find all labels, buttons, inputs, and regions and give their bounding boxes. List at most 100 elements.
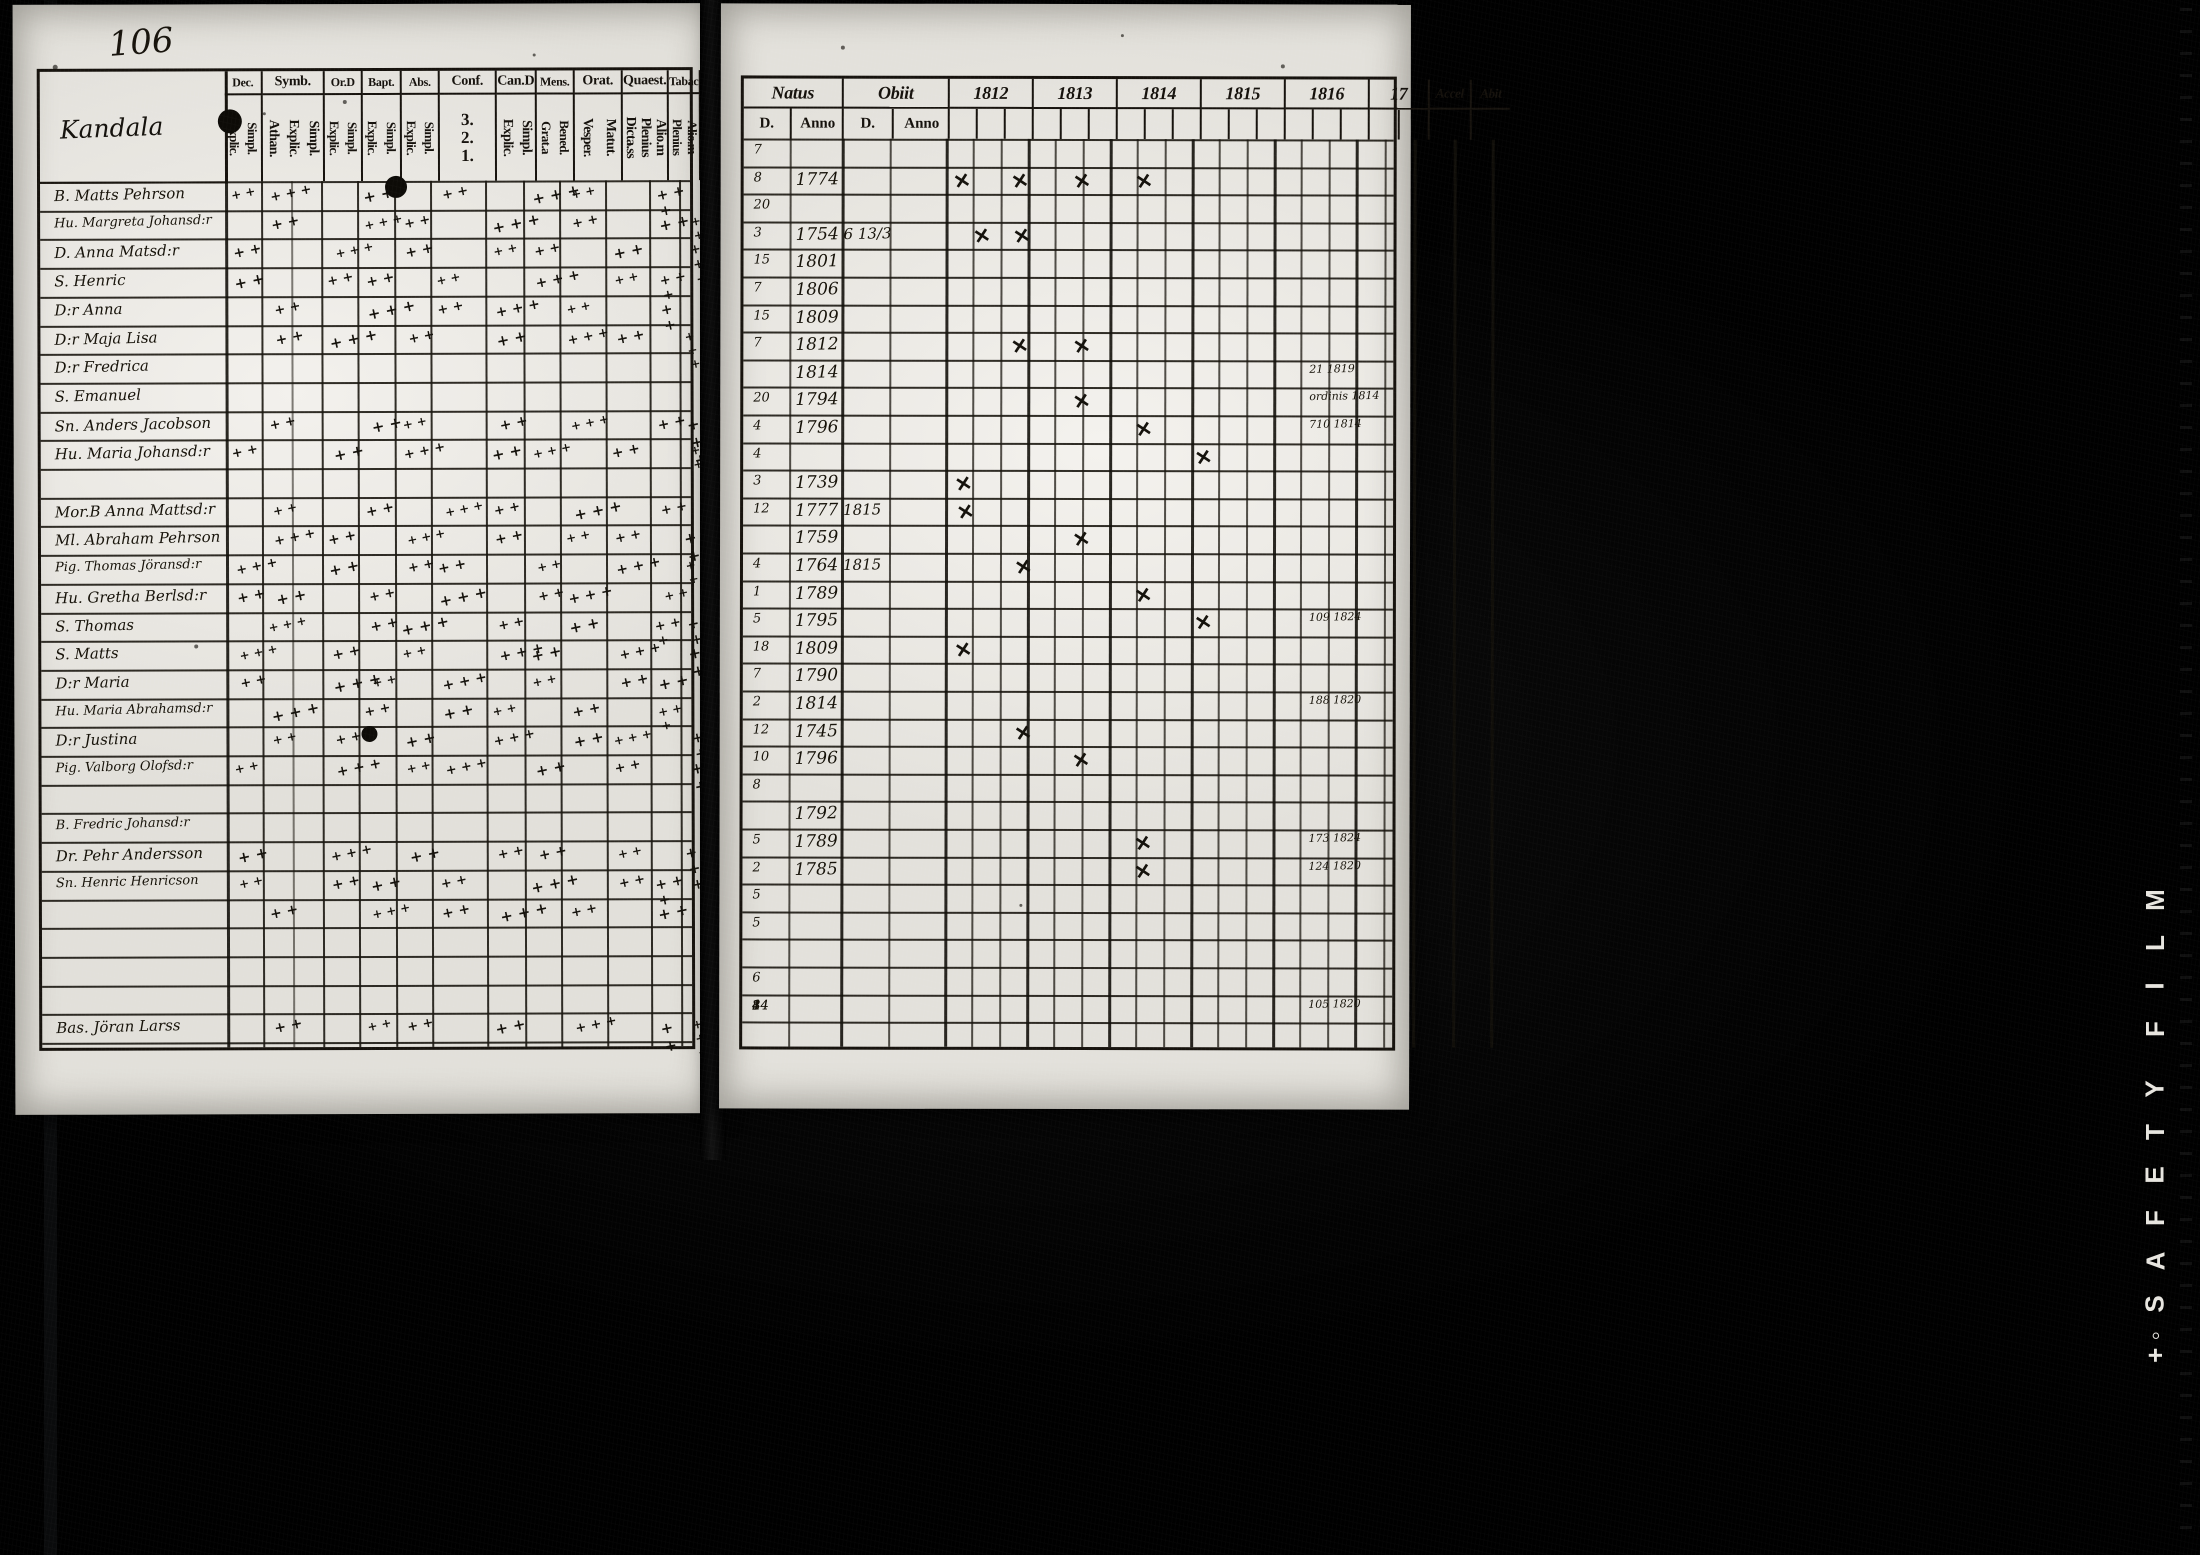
obiit-entry[interactable]: 1815 (842, 555, 882, 575)
left-header-ord[interactable]: Or.D (324, 71, 363, 96)
natus-day[interactable]: 6 (752, 970, 761, 986)
margin-note[interactable]: 124 1820 (1308, 858, 1362, 873)
margin-note[interactable]: 109 1824 (1308, 610, 1362, 625)
natus-year[interactable]: 1801 (795, 251, 839, 273)
margin-note[interactable]: 188 1820 (1308, 692, 1362, 707)
natus-day[interactable]: 20 (753, 390, 770, 407)
natus-day[interactable]: 5 (752, 832, 761, 848)
list-item[interactable]: B. Matts Pehrson (53, 184, 186, 206)
margin-note[interactable]: 105 1820 (1308, 996, 1361, 1011)
list-item[interactable]: Hu. Margreta Johansd:r (53, 212, 212, 232)
left-header-abs[interactable]: Abs. (401, 70, 440, 95)
list-item[interactable]: B. Fredric Johansd:r (55, 815, 190, 834)
list-item[interactable]: D:r Maja Lisa (54, 327, 158, 349)
natus-day[interactable]: 1 (752, 583, 762, 600)
natus-year[interactable]: 1796 (794, 748, 839, 770)
natus-day[interactable]: 7 (753, 335, 762, 351)
natus-day[interactable]: 2 (752, 859, 761, 876)
natus-year[interactable]: 1806 (795, 279, 839, 300)
natus-year[interactable]: 1795 (794, 610, 839, 632)
left-header-mens[interactable]: Mens. (536, 70, 575, 95)
right-header-17[interactable]: 17 (1369, 79, 1430, 110)
left-header-bapt[interactable]: Bapt. (362, 70, 402, 96)
right-header-natus[interactable]: Natus (743, 78, 844, 109)
natus-year[interactable]: 1764 (794, 555, 839, 576)
natus-year[interactable]: 1789 (794, 582, 839, 604)
natus-day[interactable]: 15 (753, 307, 771, 324)
natus-day[interactable]: 4 (752, 997, 761, 1014)
left-header-tabac[interactable]: Tabac (668, 70, 701, 95)
list-item[interactable]: D:r Fredrica (54, 356, 150, 377)
natus-year[interactable]: 1814 (795, 361, 839, 383)
list-item[interactable]: D:r Anna (54, 299, 123, 320)
natus-day[interactable]: 20 (753, 197, 771, 213)
natus-year[interactable]: 1792 (794, 803, 839, 825)
natus-day[interactable]: 18 (752, 639, 770, 655)
margin-note[interactable]: 173 1824 (1308, 830, 1362, 845)
list-item[interactable]: Dr. Pehr Andersson (55, 843, 204, 866)
natus-year[interactable]: 1739 (794, 472, 839, 494)
margin-note[interactable]: 710 1814 (1309, 416, 1362, 431)
natus-day[interactable]: 12 (752, 721, 770, 738)
natus-day[interactable]: 3 (753, 225, 762, 241)
natus-year[interactable]: 1789 (794, 831, 838, 852)
left-header-symb[interactable]: Symb. (262, 71, 325, 96)
natus-day[interactable]: 4 (752, 556, 762, 572)
natus-day[interactable]: 8 (752, 777, 762, 793)
list-item[interactable]: Sn. Henric Henricson (55, 872, 199, 892)
right-header-1813[interactable]: 1813 (1033, 78, 1118, 110)
natus-day[interactable]: 10 (752, 749, 770, 765)
right-header-obiit[interactable]: Obiit (843, 78, 950, 109)
natus-day[interactable]: 12 (752, 501, 770, 517)
list-item[interactable]: Mor.B Anna Mattsd:r (54, 499, 216, 522)
natus-year[interactable]: 1785 (794, 858, 838, 880)
natus-year[interactable]: 1812 (795, 334, 839, 356)
natus-year[interactable]: 1774 (795, 168, 840, 190)
list-item[interactable]: D:r Justina (55, 730, 138, 750)
natus-day[interactable]: 5 (752, 887, 761, 903)
list-item[interactable]: Hu. Gretha Berlsd:r (54, 585, 207, 608)
list-item[interactable]: Ml. Abraham Pehrson (54, 528, 221, 550)
list-item[interactable]: Pig. Valborg Olofsd:r (55, 758, 194, 777)
list-item[interactable]: D:r Maria (55, 672, 130, 693)
list-item[interactable]: Bas. Jöran Larss (56, 1016, 181, 1038)
margin-note[interactable]: ordinis 1814 (1309, 389, 1380, 404)
natus-year[interactable]: 1814 (794, 693, 839, 714)
left-header-orat[interactable]: Orat. (574, 70, 623, 95)
right-header-1814[interactable]: 1814 (1117, 79, 1202, 110)
list-item[interactable]: Pig. Thomas Jöransd:r (54, 556, 202, 576)
list-item[interactable]: Hu. Maria Johansd:r (54, 442, 211, 464)
natus-day[interactable]: 3 (752, 473, 762, 489)
natus-year[interactable]: 1777 (794, 499, 839, 521)
list-item[interactable]: Hu. Maria Abrahamsd:r (55, 700, 213, 720)
left-header-conf[interactable]: Conf. (439, 70, 497, 95)
left-header-dec[interactable]: Dec. (224, 71, 263, 96)
natus-year[interactable]: 1794 (795, 389, 839, 411)
right-header-1815[interactable]: 1815 (1201, 79, 1286, 110)
left-header-quaest[interactable]: Quaest. (622, 70, 669, 95)
natus-day[interactable]: 4 (753, 418, 762, 434)
natus-day[interactable]: 15 (753, 252, 771, 269)
natus-year[interactable]: 1754 (795, 223, 840, 245)
natus-day[interactable]: 5 (752, 915, 761, 931)
margin-note[interactable]: 21 1819 (1309, 361, 1355, 376)
natus-day[interactable]: 4 (753, 445, 762, 462)
natus-day[interactable]: 8 (753, 169, 763, 186)
obiit-entry[interactable]: 1815 (842, 500, 882, 519)
list-item[interactable]: S. Henric (54, 270, 126, 291)
natus-year[interactable]: 1759 (794, 527, 839, 549)
right-header-1816[interactable]: 1816 (1285, 79, 1370, 110)
natus-year[interactable]: 1809 (795, 306, 839, 328)
right-header-accel[interactable]: Accel (1429, 79, 1472, 110)
list-item[interactable]: S. Matts (55, 644, 119, 664)
natus-year[interactable]: 1796 (795, 417, 839, 438)
natus-year[interactable]: 1809 (794, 637, 839, 659)
right-header-1812[interactable]: 1812 (949, 78, 1034, 109)
natus-day[interactable]: 7 (753, 280, 762, 296)
list-item[interactable]: Sn. Anders Jacobson (54, 413, 212, 436)
list-item[interactable]: S. Emanuel (54, 385, 142, 406)
left-header-cand[interactable]: Can.D (496, 70, 537, 95)
natus-year[interactable]: 1790 (794, 665, 839, 687)
right-header-abit[interactable]: Abit (1471, 79, 1510, 110)
natus-day[interactable]: 2 (752, 694, 762, 710)
